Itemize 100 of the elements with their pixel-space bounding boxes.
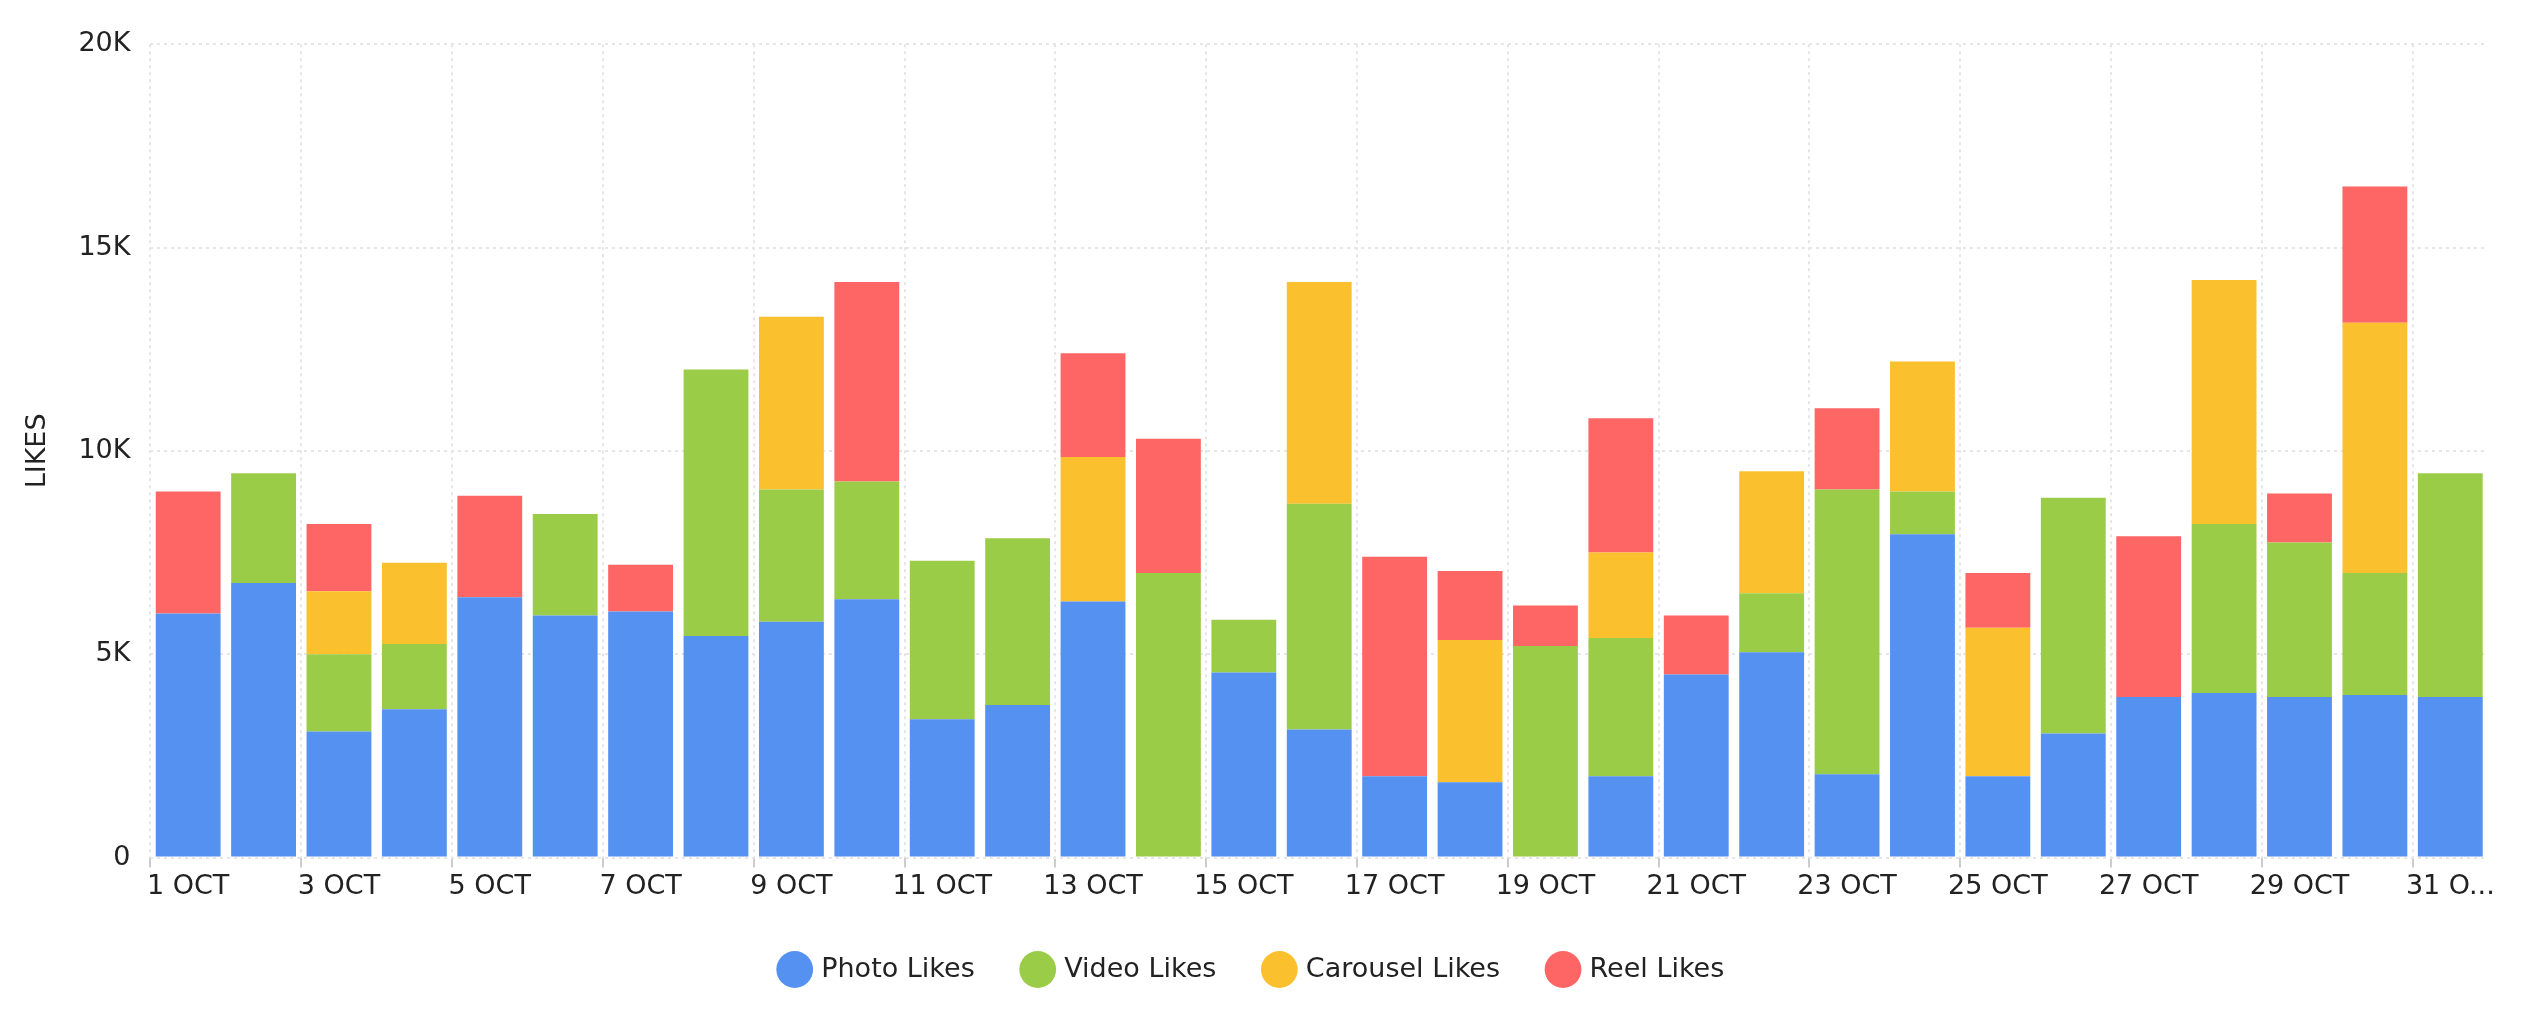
bar	[1211, 619, 1277, 673]
bar	[231, 473, 296, 584]
x-tick-label: 11 OCT	[892, 868, 993, 900]
y-tick-label: 10K	[78, 432, 132, 464]
bar	[306, 731, 372, 857]
bar	[2040, 497, 2106, 734]
bar	[2040, 733, 2106, 857]
bar	[457, 495, 523, 598]
bar	[457, 597, 523, 857]
bar	[2267, 696, 2332, 857]
bar	[2342, 694, 2408, 857]
bar	[2191, 280, 2257, 525]
bar	[909, 719, 975, 857]
bar	[985, 705, 1051, 857]
x-tick-label: 29 OCT	[2249, 868, 2350, 900]
bar	[1739, 471, 1805, 594]
bar	[1513, 646, 1578, 857]
bar	[381, 709, 447, 857]
bar	[2267, 493, 2332, 543]
bar	[1739, 593, 1805, 653]
bar	[1588, 637, 1654, 777]
y-axis-title: LIKES	[20, 413, 52, 489]
bar	[1739, 652, 1805, 857]
bar	[1286, 729, 1352, 857]
bar	[1890, 491, 1955, 535]
bar	[1286, 282, 1352, 504]
bar	[306, 654, 372, 732]
bar	[306, 591, 372, 655]
bar	[532, 513, 598, 616]
bar	[155, 491, 221, 614]
bar	[1060, 457, 1126, 602]
legend-label: Photo Likes	[821, 951, 975, 983]
bar	[758, 621, 824, 857]
bar	[2342, 572, 2408, 695]
bar	[1588, 552, 1654, 638]
bar	[683, 369, 749, 636]
legend-label: Carousel Likes	[1305, 951, 1501, 983]
bar	[985, 538, 1051, 706]
x-tick-label: 31 O...	[2405, 868, 2495, 900]
bar	[834, 599, 900, 857]
bar	[1890, 534, 1955, 857]
bar	[2417, 473, 2483, 697]
legend-label: Reel Likes	[1589, 951, 1725, 983]
x-tick-label: 7 OCT	[599, 868, 683, 900]
bar	[2191, 692, 2257, 857]
bar	[1513, 605, 1578, 647]
x-tick-label: 19 OCT	[1495, 868, 1596, 900]
x-tick-label: 23 OCT	[1797, 868, 1898, 900]
bar	[2342, 322, 2408, 573]
y-tick-label: 5K	[95, 636, 132, 668]
bar	[1663, 674, 1729, 857]
x-tick-label: 1 OCT	[146, 868, 230, 900]
bar	[758, 489, 824, 622]
bar	[1136, 572, 1201, 857]
bar	[1814, 489, 1880, 775]
bar	[1286, 503, 1352, 730]
bar	[834, 481, 900, 600]
bar	[2116, 536, 2182, 697]
bar	[1437, 782, 1503, 857]
bar	[1965, 572, 2031, 628]
bar	[155, 613, 221, 857]
bar	[231, 583, 296, 857]
x-tick-label: 5 OCT	[448, 868, 532, 900]
bar	[1211, 672, 1277, 857]
x-tick-label: 17 OCT	[1344, 868, 1445, 900]
y-tick-label: 0	[113, 839, 131, 871]
bar	[1814, 774, 1880, 857]
bar	[1814, 408, 1880, 490]
bar	[1362, 776, 1428, 857]
y-tick-label: 15K	[78, 229, 132, 261]
bar	[909, 560, 975, 720]
bar	[381, 644, 447, 710]
bar	[381, 562, 447, 645]
legend-label: Video Likes	[1064, 951, 1217, 983]
bar	[1965, 776, 2031, 857]
bar	[1588, 776, 1654, 857]
bar	[608, 611, 674, 857]
bar	[2267, 542, 2332, 697]
bar	[683, 635, 749, 857]
y-tick-label: 20K	[78, 26, 132, 58]
x-tick-label: 15 OCT	[1194, 868, 1295, 900]
x-tick-label: 27 OCT	[2098, 868, 2199, 900]
bar	[2417, 696, 2483, 857]
bar	[1437, 640, 1503, 783]
bar	[1588, 418, 1654, 553]
bar	[1663, 615, 1729, 675]
bar	[2116, 696, 2182, 857]
bar	[532, 615, 598, 857]
x-tick-label: 3 OCT	[297, 868, 381, 900]
bar	[1362, 556, 1428, 777]
bar	[306, 524, 372, 592]
x-tick-label: 9 OCT	[750, 868, 834, 900]
bar	[1060, 601, 1126, 857]
x-tick-label: 25 OCT	[1948, 868, 2049, 900]
bar	[608, 564, 674, 612]
bar	[1890, 361, 1955, 492]
bar	[758, 316, 824, 490]
bar	[2191, 524, 2257, 693]
bar	[1965, 627, 2031, 777]
bar	[1136, 438, 1201, 573]
